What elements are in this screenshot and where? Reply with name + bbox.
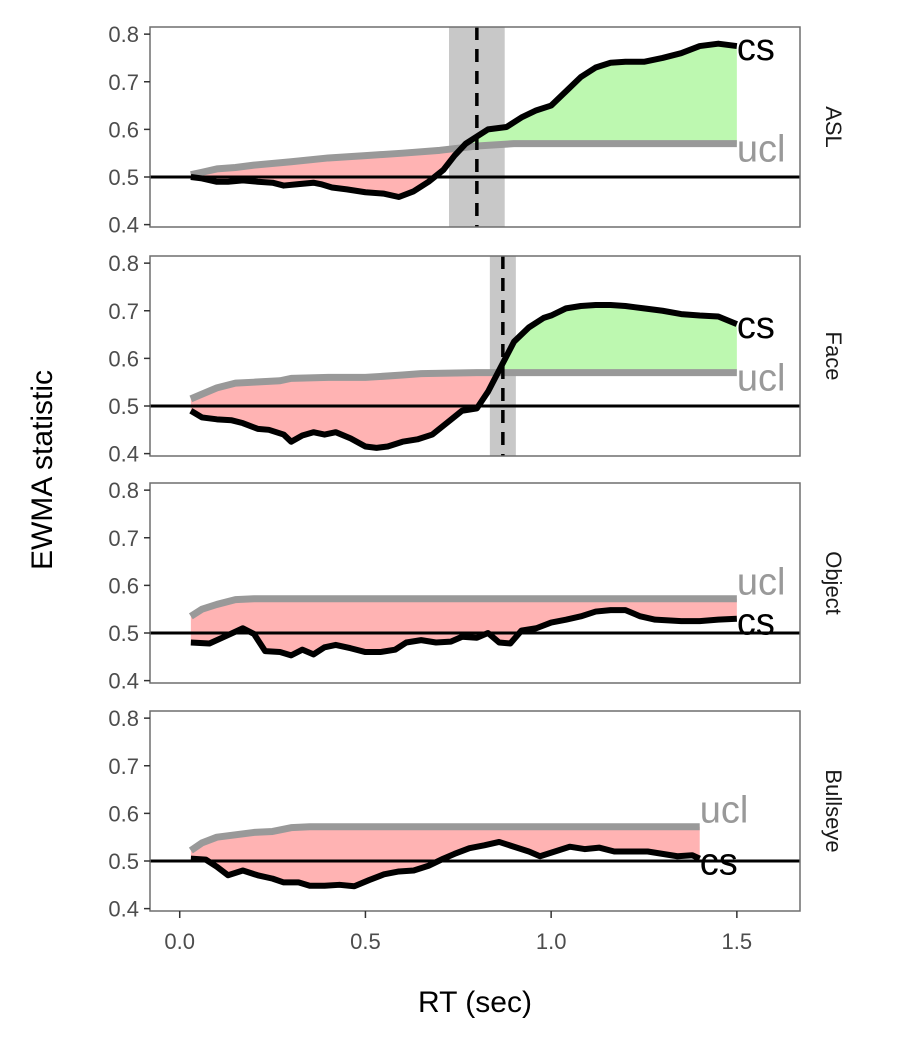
panel-plot-area	[150, 823, 800, 890]
y-tick-label: 0.6	[108, 801, 139, 826]
x-tick-label: 1.0	[536, 929, 567, 954]
y-tick-label: 0.5	[108, 621, 139, 646]
ucl-line	[188, 823, 700, 854]
facet-panels: csucl0.40.50.60.70.8ASLcsucl0.40.50.60.7…	[108, 22, 846, 921]
ucl-end-label: ucl	[737, 562, 786, 604]
y-tick-label: 0.7	[108, 70, 139, 95]
ucl-end-label: ucl	[700, 790, 749, 832]
y-tick-label: 0.5	[108, 394, 139, 419]
y-tick-label: 0.6	[108, 117, 139, 142]
ucl-line	[188, 595, 737, 620]
cs-end-label: cs	[700, 842, 738, 884]
panel-face: cs ucl 0.4 0.5 0.6 0.7 0.8 Face	[108, 251, 846, 466]
ucl-end-label: ucl	[737, 358, 786, 400]
cs-end-label: cs	[737, 305, 775, 347]
y-tick-label: 0.8	[108, 251, 139, 276]
y-tick-label: 0.4	[108, 442, 139, 467]
y-tick-label: 0.4	[108, 897, 139, 922]
ucl-end-label: ucl	[737, 129, 786, 171]
strip-label: Object	[821, 551, 846, 615]
ucl-line	[190, 140, 737, 179]
panel-plot-area	[150, 256, 800, 456]
x-axis: 0.0 0.5 1.0 1.5	[164, 911, 752, 954]
y-axis-title: EWMA statistic	[26, 370, 59, 570]
y-tick-label: 0.7	[108, 526, 139, 551]
cs-line	[189, 302, 738, 451]
cs-line	[190, 607, 738, 659]
y-tick-label: 0.4	[108, 669, 139, 694]
x-tick-label: 0.5	[350, 929, 381, 954]
cs-end-label: cs	[737, 27, 775, 69]
y-tick-label: 0.5	[108, 849, 139, 874]
ucl-line	[189, 369, 737, 403]
y-tick-label: 0.7	[108, 754, 139, 779]
y-tick-label: 0.4	[108, 213, 139, 238]
strip-label: Face	[821, 332, 846, 381]
y-tick-label: 0.8	[108, 22, 139, 47]
cs-line	[190, 838, 701, 890]
panel-border	[149, 482, 801, 684]
x-tick-label: 0.0	[164, 929, 195, 954]
panel-border	[149, 710, 801, 912]
panel-border	[149, 26, 801, 228]
x-axis-title: RT (sec)	[418, 986, 532, 1019]
strip-label: Bullseye	[821, 769, 846, 852]
area-above-ucl	[499, 305, 737, 373]
panel-bullseye: cs ucl 0.4 0.5 0.6 0.7 0.8 Bullseye	[108, 706, 846, 921]
y-tick-label: 0.5	[108, 165, 139, 190]
cs-end-label: cs	[737, 602, 775, 644]
panel-plot-area	[150, 595, 800, 659]
y-tick-label: 0.6	[108, 573, 139, 598]
area-above-ucl	[462, 43, 737, 148]
area-below-ucl	[190, 598, 737, 656]
y-tick-label: 0.7	[108, 299, 139, 324]
panel-asl: cs ucl 0.4 0.5 0.6 0.7 0.8 ASL	[108, 22, 846, 237]
y-tick-label: 0.8	[108, 706, 139, 731]
panel-plot-area	[150, 27, 800, 227]
cs-line	[190, 40, 738, 200]
strip-label: ASL	[821, 106, 846, 148]
y-tick-label: 0.6	[108, 346, 139, 371]
panel-border	[149, 255, 801, 457]
y-tick-label: 0.8	[108, 478, 139, 503]
x-tick-label: 1.5	[722, 929, 753, 954]
area-below-ucl	[190, 147, 463, 197]
